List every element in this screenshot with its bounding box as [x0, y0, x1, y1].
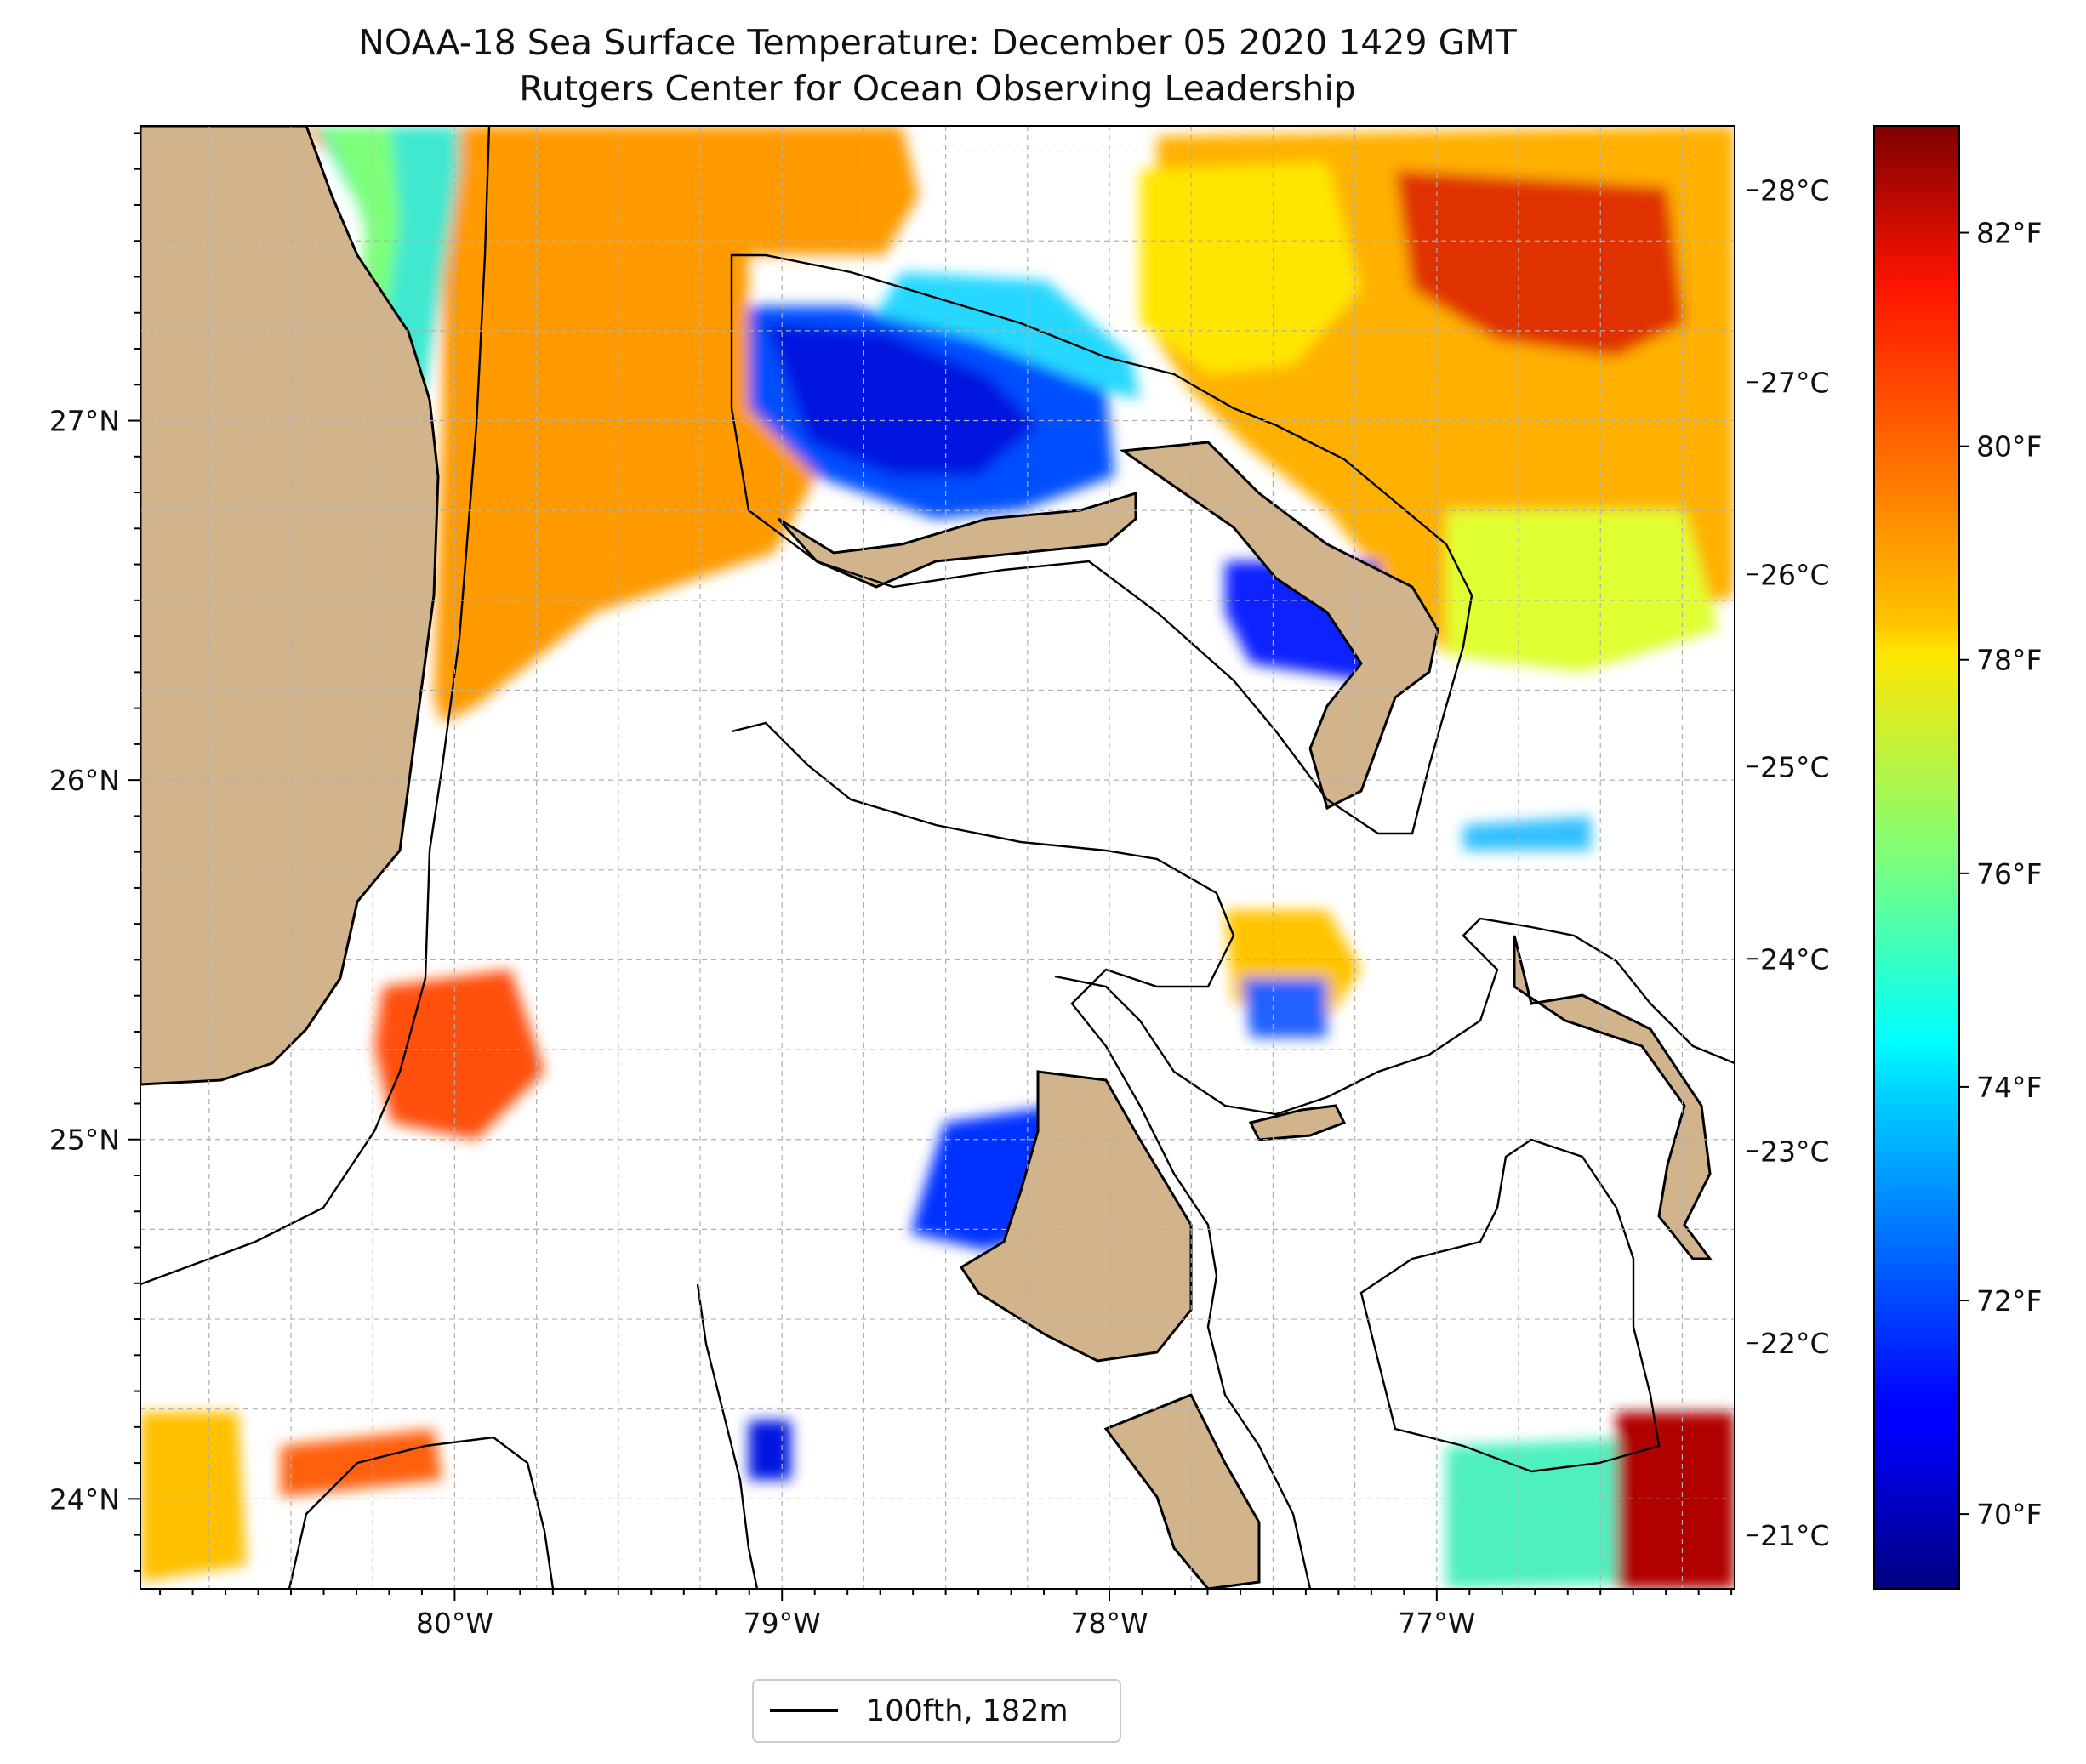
sst-patch-northeast-red: [1395, 170, 1684, 357]
grand-bahama-island: [777, 491, 1137, 589]
celsius-tick-label: 28°C: [1760, 174, 1830, 207]
lat-tick-label: 26°N: [49, 764, 120, 797]
isobath-cay-sal: [696, 1283, 759, 1589]
andros-south: [1103, 1393, 1261, 1589]
sst-patch-mid-cold-spot: [1242, 978, 1327, 1038]
fahrenheit-tick-label: 74°F: [1976, 1071, 2042, 1104]
sst-patch-bank-edge-cyan: [876, 272, 1140, 400]
fahrenheit-tick-label: 76°F: [1976, 857, 2042, 891]
colorbar: 28°C 27°C 26°C 25°C 24°C 23°C 22°C 21°C 82°F 80°…: [1747, 125, 2042, 1590]
abaco-islands: [1119, 441, 1439, 811]
sst-patch-berry-spot: [1463, 817, 1591, 851]
legend-label: 100fth, 182m: [866, 1694, 1069, 1728]
colorbar-gradient: [1873, 125, 1960, 1590]
isobath-100fth: [140, 126, 1735, 1589]
map-axes: 80°W 79°W 78°W 77°W 27°N 26°N 25°N 24°N: [49, 132, 1733, 1640]
isobath-florida-shelf: [140, 126, 491, 1286]
lat-tick-label: 27°N: [49, 405, 120, 438]
colorbar-celsius-axis: 28°C 27°C 26°C 25°C 24°C 23°C 22°C 21°C: [1747, 174, 1830, 1552]
lon-tick-label: 77°W: [1398, 1607, 1475, 1640]
chart-subtitle: Rutgers Center for Ocean Observing Leade…: [519, 68, 1356, 109]
lon-tick-label: 78°W: [1070, 1607, 1148, 1640]
graticule-grid: [140, 126, 1735, 1589]
celsius-tick-label: 26°C: [1760, 558, 1830, 591]
fahrenheit-tick-label: 82°F: [1976, 217, 2042, 250]
andros-island: [959, 1070, 1193, 1363]
fahrenheit-tick-label: 70°F: [1976, 1498, 2042, 1531]
celsius-tick-label: 21°C: [1760, 1519, 1830, 1552]
isobath-southwest-bank: [288, 1436, 555, 1589]
sst-patch-shelf-green: [323, 128, 400, 340]
land-layer: [140, 126, 1713, 1589]
eleuthera-island: [1513, 935, 1713, 1260]
map-frame: [140, 125, 1735, 1590]
sst-patch-gulf-stream: [298, 126, 919, 723]
isobath-exuma-sound: [1359, 1138, 1661, 1473]
celsius-tick-label: 24°C: [1760, 942, 1830, 976]
florida-peninsula: [140, 126, 440, 1086]
lat-tick-label: 24°N: [49, 1482, 120, 1516]
fahrenheit-tick-label: 78°F: [1976, 644, 2042, 677]
map-area: [140, 126, 1735, 1589]
legend-box: [752, 1679, 1121, 1743]
sst-patch-south-cold: [749, 1420, 791, 1480]
celsius-tick-label: 23°C: [1760, 1135, 1830, 1168]
lon-tick-label: 79°W: [744, 1607, 821, 1640]
celsius-tick-label: 22°C: [1760, 1327, 1830, 1360]
sst-patch-east-yellow: [1446, 510, 1718, 672]
celsius-tick-label: 25°C: [1760, 750, 1830, 783]
fahrenheit-tick-label: 72°F: [1976, 1284, 2042, 1317]
isobath-tongue-of-ocean: [1054, 917, 1735, 1116]
sst-patch-cold-core: [766, 323, 1038, 476]
sst-patch-se-cyan: [1446, 1437, 1667, 1589]
sst-patch-southwest-warm: [140, 1412, 247, 1582]
isobath-great-bahama-bank-west: [731, 721, 1312, 1589]
fahrenheit-tick-label: 80°F: [1976, 430, 2042, 464]
isobath-little-bahama-bank: [730, 253, 1473, 835]
chart-title: NOAA-18 Sea Surface Temperature: Decembe…: [358, 22, 1517, 63]
sst-patch-northeast-yellow: [1140, 162, 1361, 374]
lon-tick-label: 80°W: [416, 1607, 493, 1640]
sst-field-layer: [140, 126, 1735, 1589]
legend: 100fth, 182m: [752, 1679, 1121, 1743]
lat-tick-label: 25°N: [49, 1124, 120, 1157]
sst-patch-keys-south-warm: [281, 1429, 442, 1497]
sst-patch-se-hot: [1616, 1412, 1735, 1589]
colorbar-fahrenheit-axis: 82°F 80°F 78°F 76°F 74°F 72°F 70°F: [1959, 217, 2042, 1531]
celsius-tick-label: 27°C: [1760, 366, 1830, 399]
